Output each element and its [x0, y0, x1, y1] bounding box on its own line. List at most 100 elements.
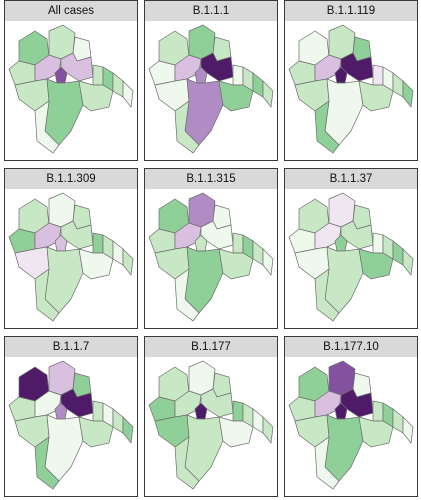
district-south-east [358, 248, 394, 280]
district-center-east2 [92, 64, 104, 86]
facet-title: B.1.1.7 [4, 336, 138, 358]
choropleth-map [8, 360, 134, 490]
district-north-east [352, 372, 372, 398]
district-north-east [352, 204, 372, 230]
district-east-2 [112, 408, 124, 434]
district-east-2 [392, 240, 404, 266]
district-center-east2 [232, 400, 244, 422]
district-east-2 [112, 240, 124, 266]
district-east-2 [392, 408, 404, 434]
district-east-3 [262, 416, 274, 444]
district-south-east [218, 416, 254, 448]
choropleth-map [288, 192, 414, 322]
district-west [288, 396, 316, 422]
district-north-east [212, 36, 232, 62]
facet-panel: All cases [4, 0, 138, 162]
district-south-east [218, 248, 254, 280]
district-east-3 [402, 80, 414, 108]
district-center-core [54, 234, 68, 252]
district-south-east [218, 80, 254, 112]
district-east-2 [252, 240, 264, 266]
district-west [148, 228, 176, 254]
facet-title: B.1.177 [144, 336, 278, 358]
facet-title: B.1.1.119 [284, 0, 418, 22]
district-far-south [34, 436, 60, 490]
district-south-east [78, 416, 114, 448]
map-area [4, 357, 138, 497]
district-west [148, 60, 176, 86]
district-east-2 [392, 72, 404, 98]
district-east-3 [262, 248, 274, 276]
facet-panel: B.1.1.315 [144, 168, 278, 330]
district-center-east2 [232, 232, 244, 254]
district-far-south [314, 268, 340, 322]
district-south-central [184, 78, 224, 146]
district-center-core [54, 66, 68, 84]
district-south-east [358, 80, 394, 112]
district-far-south [314, 100, 340, 154]
district-east-3 [122, 416, 134, 444]
facet-title: B.1.177.10 [284, 336, 418, 358]
district-center-core [194, 66, 208, 84]
map-area [4, 21, 138, 161]
district-east-3 [262, 80, 274, 108]
district-center-core [194, 234, 208, 252]
district-north-east [72, 204, 92, 230]
district-north-east [212, 204, 232, 230]
district-north-east [72, 372, 92, 398]
district-center-east2 [372, 64, 384, 86]
map-area [284, 189, 418, 329]
facet-title: B.1.1.37 [284, 168, 418, 190]
district-center-core [334, 66, 348, 84]
district-south-central [44, 246, 84, 314]
district-north-east [212, 372, 232, 398]
facet-panel: B.1.1.309 [4, 168, 138, 330]
facet-panel: B.1.177 [144, 336, 278, 498]
choropleth-map [288, 24, 414, 154]
district-south-east [78, 248, 114, 280]
facet-title: All cases [4, 0, 138, 22]
district-center-east2 [92, 400, 104, 422]
district-east-2 [252, 72, 264, 98]
map-area [284, 357, 418, 497]
district-north-east [352, 36, 372, 62]
district-center-core [54, 402, 68, 420]
map-area [4, 189, 138, 329]
district-far-south [34, 100, 60, 154]
district-east-3 [402, 416, 414, 444]
district-center-east2 [372, 400, 384, 422]
district-west [288, 228, 316, 254]
map-area [284, 21, 418, 161]
district-south-central [184, 246, 224, 314]
district-west [288, 60, 316, 86]
district-south-central [44, 78, 84, 146]
map-area [144, 189, 278, 329]
district-center-east2 [232, 64, 244, 86]
district-far-south [34, 268, 60, 322]
district-south-central [184, 414, 224, 482]
district-south-central [324, 246, 364, 314]
district-south-east [78, 80, 114, 112]
district-south-central [44, 414, 84, 482]
facet-title: B.1.1.1 [144, 0, 278, 22]
map-area [144, 357, 278, 497]
district-west [8, 228, 36, 254]
district-west [148, 396, 176, 422]
district-center-core [334, 402, 348, 420]
district-far-south [174, 100, 200, 154]
district-west [8, 396, 36, 422]
district-center-east2 [372, 232, 384, 254]
facet-panel: B.1.1.119 [284, 0, 418, 162]
district-far-south [174, 436, 200, 490]
district-far-south [174, 268, 200, 322]
district-south-central [324, 78, 364, 146]
map-area [144, 21, 278, 161]
district-south-central [324, 414, 364, 482]
district-far-south [314, 436, 340, 490]
facet-title: B.1.1.309 [4, 168, 138, 190]
district-south-east [358, 416, 394, 448]
district-east-3 [402, 248, 414, 276]
facet-panel: B.1.1.7 [4, 336, 138, 498]
district-west [8, 60, 36, 86]
choropleth-map [148, 192, 274, 322]
